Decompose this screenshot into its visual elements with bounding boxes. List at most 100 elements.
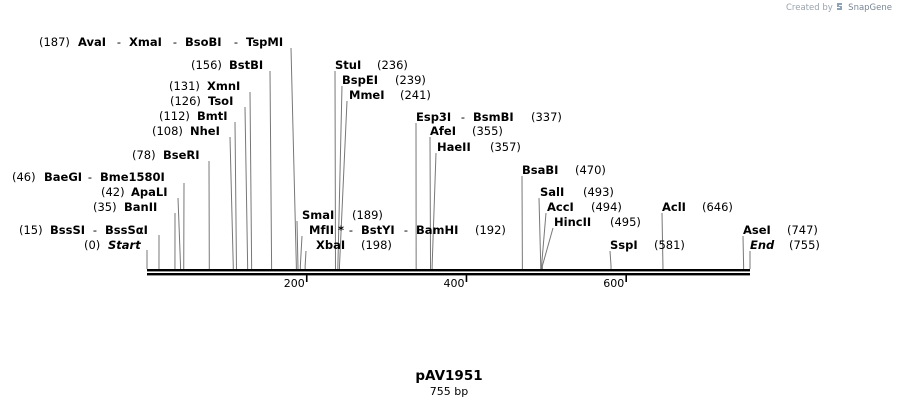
enzyme-name: BanII (124, 200, 157, 214)
tick-label: 200 (284, 277, 305, 290)
site-leader-line (234, 121, 237, 269)
site-position-label: (126) (170, 94, 201, 108)
enzyme-name: HaeII (437, 140, 471, 154)
site-lines (146, 47, 751, 269)
enzyme-name: BmtI (197, 109, 228, 123)
site-position-label: (493) (583, 185, 614, 199)
site-position-label: (192) (475, 223, 506, 237)
enzyme-name: MmeI (349, 88, 385, 102)
site-position-label: (42) (101, 185, 125, 199)
plasmid-name: pAV1951 (415, 368, 483, 384)
snapgene-logo-icon (837, 3, 843, 10)
enzyme-name: BseRI (163, 148, 200, 162)
site-position-label: (747) (787, 223, 818, 237)
name-separator: - (234, 35, 238, 49)
enzyme-name: AfeI (430, 124, 456, 138)
site-leader-line (177, 197, 182, 269)
enzyme-name: MfII * (309, 223, 344, 237)
site-position-label: (112) (159, 109, 190, 123)
site-position-label: (78) (132, 148, 156, 162)
enzyme-name: BstYI (361, 223, 395, 237)
name-separator: - (173, 35, 177, 49)
site-position-label: (581) (654, 238, 685, 252)
credit-prefix: Created by (785, 3, 833, 13)
enzyme-name: BsaBI (522, 163, 558, 177)
name-separator: - (349, 223, 353, 237)
enzyme-name: SmaI (302, 208, 334, 222)
site-leader-line (269, 70, 273, 269)
site-position-label: (337) (531, 110, 562, 124)
enzyme-name: StuI (335, 58, 361, 72)
credit-brand: SnapGene (848, 3, 892, 13)
site-position-label: (46) (12, 170, 36, 184)
enzyme-name: SspI (610, 238, 638, 252)
enzyme-name: HincII (554, 215, 591, 229)
enzyme-name: BstBI (229, 58, 263, 72)
enzyme-name: BspEI (342, 73, 378, 87)
enzyme-name: NheI (190, 124, 220, 138)
backbone-strand-top (147, 269, 750, 272)
site-leader-line (429, 136, 432, 269)
enzyme-name: ApaLI (131, 185, 168, 199)
enzyme-name: XmaI (129, 35, 162, 49)
site-leader-line (304, 250, 307, 269)
site-leader-line (742, 235, 745, 269)
site-leader-line (338, 100, 348, 269)
site-position-label: (646) (702, 200, 733, 214)
backbone-strand-bottom (147, 273, 750, 276)
name-separator: - (404, 223, 408, 237)
enzyme-name: AvaI (78, 35, 106, 49)
site-leader-line (229, 136, 234, 269)
site-position-label: (108) (152, 124, 183, 138)
enzyme-name: Esp3I (416, 110, 451, 124)
dna-backbone (147, 269, 750, 276)
site-position-label: (494) (591, 200, 622, 214)
enzyme-name: BaeGI (44, 170, 82, 184)
site-position-label: (236) (377, 58, 408, 72)
snapgene-credit: Created by SnapGene (786, 2, 892, 13)
enzyme-name: XmnI (207, 79, 240, 93)
site-leader-line (290, 47, 297, 269)
enzyme-name: TspMI (246, 35, 283, 49)
site-leader-line (249, 91, 253, 269)
site-position-label: (495) (610, 215, 641, 229)
name-separator: - (93, 223, 97, 237)
enzyme-name: TsoI (208, 94, 233, 108)
plasmid-size: 755 bp (429, 385, 469, 398)
site-position-label: (470) (575, 163, 606, 177)
site-position-label: (0) (84, 238, 100, 252)
site-position-label: (198) (361, 238, 392, 252)
enzyme-name: XbaI (316, 238, 345, 252)
site-position-label: (189) (352, 208, 383, 222)
site-leader-line (337, 85, 343, 269)
ruler-ticks: 200 400 600 (284, 275, 628, 290)
name-separator: - (117, 35, 121, 49)
site-leader-line (244, 106, 249, 269)
enzyme-name: BssSI (50, 223, 85, 237)
enzyme-name: BsoBI (185, 35, 222, 49)
enzyme-name: AseI (743, 223, 771, 237)
site-labels: (0) Start(15) BssSI - BssSαI(35) BanII(42) Apa… (12, 35, 820, 252)
name-separator: - (88, 170, 92, 184)
site-position-label: (755) (789, 238, 820, 252)
site-leader-line (299, 235, 303, 269)
site-position-label: (357) (490, 140, 521, 154)
site-leader-line (609, 250, 612, 269)
enzyme-name: SalI (540, 185, 564, 199)
site-position-label: (187) (39, 35, 70, 49)
site-position-label: (355) (472, 124, 503, 138)
enzyme-name: BamHI (416, 223, 458, 237)
tick-label: 600 (603, 277, 624, 290)
site-position-label: (131) (169, 79, 200, 93)
site-position-label: (156) (191, 58, 222, 72)
enzyme-name: BsmBI (473, 110, 514, 124)
name-separator: - (461, 110, 465, 124)
enzyme-name: End (750, 238, 775, 252)
site-leader-line (541, 227, 554, 269)
enzyme-name: AccI (547, 200, 574, 214)
site-leader-line (541, 212, 547, 269)
tick-label: 400 (443, 277, 464, 290)
site-leader-line (538, 197, 542, 269)
site-leader-line (296, 220, 299, 269)
